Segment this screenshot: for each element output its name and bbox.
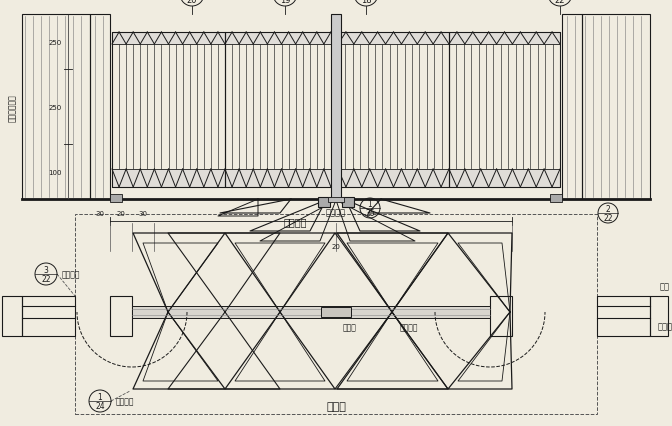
Bar	[75, 215, 597, 414]
Text: 电门槛: 电门槛	[343, 322, 357, 331]
Bar	[650, 296, 668, 336]
Bar	[132, 306, 490, 318]
Bar	[342, 198, 354, 207]
Text: 3: 3	[44, 265, 48, 274]
Text: 20: 20	[187, 0, 198, 5]
Bar	[550, 195, 562, 202]
Bar	[112, 33, 560, 45]
Bar	[321, 307, 351, 317]
Bar	[562, 15, 582, 199]
Bar	[112, 170, 560, 187]
Text: 1: 1	[368, 199, 372, 208]
Text: 门柱: 门柱	[660, 282, 670, 291]
Text: 19: 19	[280, 0, 290, 5]
Text: 单孔插座: 单孔插座	[116, 397, 134, 406]
Bar	[328, 198, 344, 202]
Bar	[449, 33, 560, 187]
Text: 250: 250	[49, 40, 62, 46]
Bar	[90, 15, 110, 199]
Text: 20: 20	[116, 210, 126, 216]
Text: 单孔插座: 单孔插座	[62, 270, 81, 279]
Bar	[22, 296, 75, 336]
Text: 门洞宽度: 门洞宽度	[326, 207, 346, 216]
Text: 100: 100	[48, 170, 62, 176]
Text: 30: 30	[95, 210, 105, 216]
Bar	[597, 296, 650, 336]
Bar	[110, 296, 132, 336]
Text: 内立面图: 内立面图	[284, 216, 306, 227]
Bar	[22, 15, 90, 199]
Text: 24: 24	[95, 402, 105, 411]
Text: 门扇标准高度: 门扇标准高度	[7, 94, 17, 121]
Bar	[110, 195, 122, 202]
Text: 开门机: 开门机	[657, 322, 672, 331]
Bar	[338, 33, 449, 187]
Text: 30: 30	[138, 210, 147, 216]
Bar	[225, 33, 338, 187]
Text: 平面图: 平面图	[326, 401, 346, 411]
Bar	[112, 33, 225, 187]
Text: 1: 1	[97, 391, 102, 400]
Text: 18: 18	[361, 0, 372, 5]
Text: 250: 250	[49, 105, 62, 111]
Text: 25: 25	[365, 208, 375, 218]
Text: 22: 22	[41, 275, 51, 284]
Text: 22: 22	[603, 213, 613, 222]
Text: 双孔插座: 双孔插座	[400, 322, 419, 331]
Bar	[2, 296, 22, 336]
Bar	[582, 15, 650, 199]
Text: 2: 2	[605, 204, 610, 213]
Text: 20: 20	[331, 243, 341, 249]
Bar	[490, 296, 512, 336]
Bar	[331, 15, 341, 199]
Bar	[318, 198, 330, 207]
Text: 22: 22	[555, 0, 565, 5]
